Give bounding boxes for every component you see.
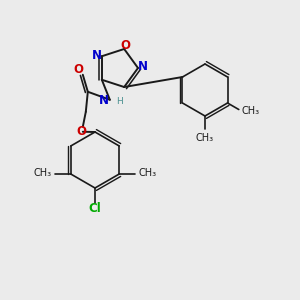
Text: N: N — [138, 61, 148, 74]
Text: O: O — [120, 40, 130, 52]
Text: CH₃: CH₃ — [196, 133, 214, 143]
Text: H: H — [116, 97, 123, 106]
Text: N: N — [99, 94, 109, 107]
Text: N: N — [92, 49, 102, 62]
Text: O: O — [77, 125, 87, 138]
Text: CH₃: CH₃ — [242, 106, 260, 116]
Text: CH₃: CH₃ — [138, 168, 156, 178]
Text: Cl: Cl — [88, 202, 101, 214]
Text: CH₃: CH₃ — [34, 168, 52, 178]
Text: O: O — [74, 63, 84, 76]
